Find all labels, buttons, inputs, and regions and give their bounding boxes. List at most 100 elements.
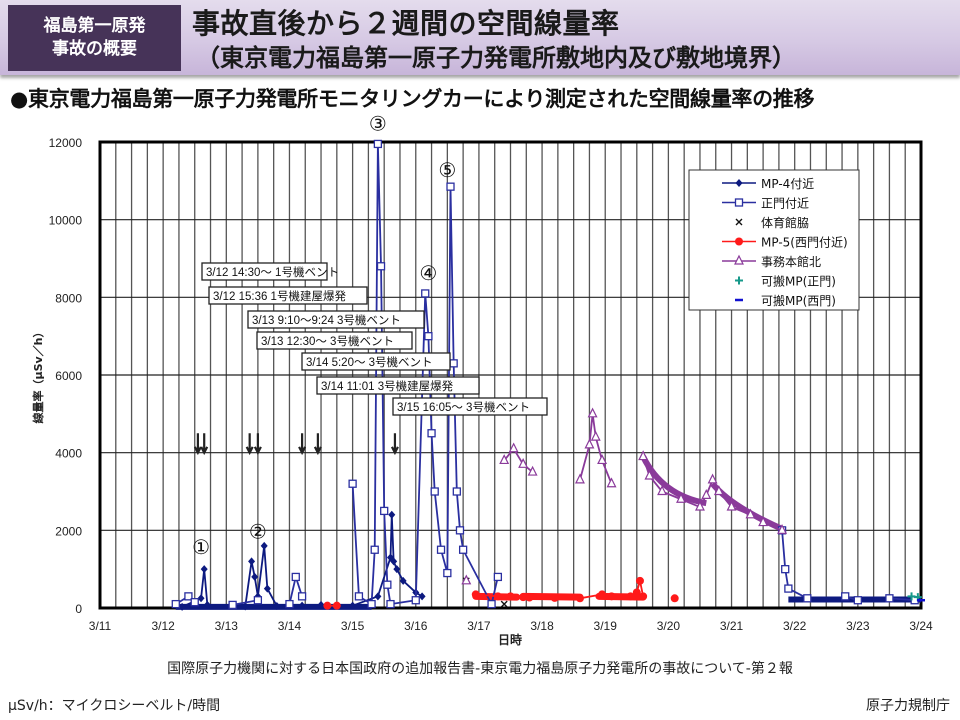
x-tick-label: 3/13 xyxy=(215,619,239,633)
x-axis: 3/11 3/12 3/13 3/14 3/15 3/16 3/17 3/18 3/19 3/20… xyxy=(89,619,933,633)
annotation-label: 3/15 16:05～ 3号機ベント xyxy=(397,400,530,414)
agency-name: 原子力規制庁 xyxy=(866,698,950,714)
data-point xyxy=(632,588,641,597)
data-point xyxy=(735,218,743,226)
annotation-label: 3/13 12:30～ 3号機ベント xyxy=(261,334,394,348)
annotation-label: 3/12 15:36 1号機建屋爆発 xyxy=(213,289,346,303)
data-point xyxy=(657,485,668,496)
chart-subtitle: ●東京電力福島第一原子力発電所モニタリングカーにより測定された空間線量率の推移 xyxy=(10,87,815,111)
badge-line-1: 福島第一原発 xyxy=(43,16,146,36)
data-point xyxy=(606,477,617,488)
data-point xyxy=(354,592,364,601)
data-point xyxy=(418,592,426,601)
section-badge: 福島第一原発 事故の概要 xyxy=(8,5,181,71)
data-point xyxy=(461,574,472,585)
data-point xyxy=(777,523,788,534)
legend-label: 可搬MP(正門) xyxy=(761,274,836,289)
annotation-label: 3/14 5:20～ 3号機ベント xyxy=(306,355,433,369)
annotation-box xyxy=(256,331,413,350)
source-citation: 国際原子力機関に対する日本国政府の追加報告書-東京電力福島原子力発電所の事故につ… xyxy=(167,661,793,677)
page-title: 事故直後から２週間の空間線量率 xyxy=(192,7,620,40)
data-point xyxy=(390,557,398,566)
data-point xyxy=(411,596,420,605)
data-point xyxy=(841,592,850,601)
data-point xyxy=(367,599,376,609)
x-axis-label: 日時 xyxy=(498,632,522,647)
data-point xyxy=(734,198,744,207)
data-point xyxy=(487,599,496,609)
data-point xyxy=(386,599,395,609)
data-point xyxy=(241,602,249,611)
data-point xyxy=(399,576,407,585)
data-point xyxy=(853,596,862,605)
data-point xyxy=(317,600,325,609)
data-point xyxy=(349,601,357,610)
data-point xyxy=(726,500,737,511)
series-line xyxy=(579,413,613,485)
x-tick-label: 3/19 xyxy=(594,619,618,633)
data-point xyxy=(373,139,383,149)
x-tick-label: 3/16 xyxy=(404,619,428,633)
data-point xyxy=(626,592,635,601)
annotation-box xyxy=(208,286,368,305)
event-marker: ① xyxy=(192,535,210,559)
data-point xyxy=(452,487,461,496)
data-point xyxy=(374,592,382,601)
data-point xyxy=(638,450,649,461)
data-point xyxy=(298,601,306,610)
data-point xyxy=(803,594,812,603)
data-point xyxy=(575,594,584,603)
annotation-box xyxy=(247,310,425,329)
data-point xyxy=(735,237,743,246)
data-point xyxy=(449,359,458,368)
data-point xyxy=(784,584,793,593)
y-tick-label: 12000 xyxy=(49,136,83,150)
data-point xyxy=(758,516,769,527)
data-point xyxy=(525,593,534,602)
data-point xyxy=(527,465,538,476)
data-point xyxy=(518,457,529,468)
legend-label: MP-5(西門付近) xyxy=(761,236,848,250)
data-point xyxy=(248,557,256,566)
data-point xyxy=(190,598,199,607)
data-point xyxy=(519,593,528,602)
data-point xyxy=(550,593,559,602)
data-point xyxy=(383,580,392,589)
header-bar: 福島第一原発 事故の概要 事故直後から２週間の空間線量率 （東京電力福島第一原子… xyxy=(0,0,960,75)
series-事務本館北 xyxy=(461,407,788,585)
data-point xyxy=(676,492,686,503)
data-point xyxy=(348,479,357,488)
vent-arrow-icon xyxy=(193,433,202,456)
data-point xyxy=(885,594,894,603)
data-point xyxy=(598,590,607,599)
legend-label: 体育館脇 xyxy=(761,215,809,230)
data-point xyxy=(203,600,211,609)
data-point xyxy=(670,594,679,603)
data-point xyxy=(430,487,439,496)
chart-annotations: 3/12 14:30～ 1号機ベント 3/12 15:36 1号機建屋爆発 3/13… xyxy=(192,112,548,559)
legend-label: 正門付近 xyxy=(761,197,809,211)
data-point xyxy=(200,565,208,574)
data-point xyxy=(260,541,268,550)
data-point xyxy=(228,600,237,610)
x-tick-label: 3/21 xyxy=(720,619,744,633)
data-point xyxy=(263,584,271,593)
series-line xyxy=(781,530,808,600)
x-tick-label: 3/12 xyxy=(151,619,175,633)
event-marker: ③ xyxy=(369,112,387,136)
series-line xyxy=(889,597,915,602)
data-point xyxy=(332,601,341,610)
event-marker: ④ xyxy=(419,261,437,285)
data-point xyxy=(297,592,307,601)
data-point xyxy=(734,254,744,265)
page-title-sub: （東京電力福島第一原子力発電所敷地内及び敷地境界） xyxy=(196,44,796,72)
vent-arrow-icon xyxy=(313,433,322,456)
x-tick-label: 3/24 xyxy=(909,619,933,633)
data-point xyxy=(694,500,705,511)
data-point xyxy=(471,590,480,599)
y-tick-label: 8000 xyxy=(55,291,82,305)
data-point xyxy=(745,508,756,519)
data-point xyxy=(635,576,644,585)
x-tick-label: 3/15 xyxy=(341,619,365,633)
